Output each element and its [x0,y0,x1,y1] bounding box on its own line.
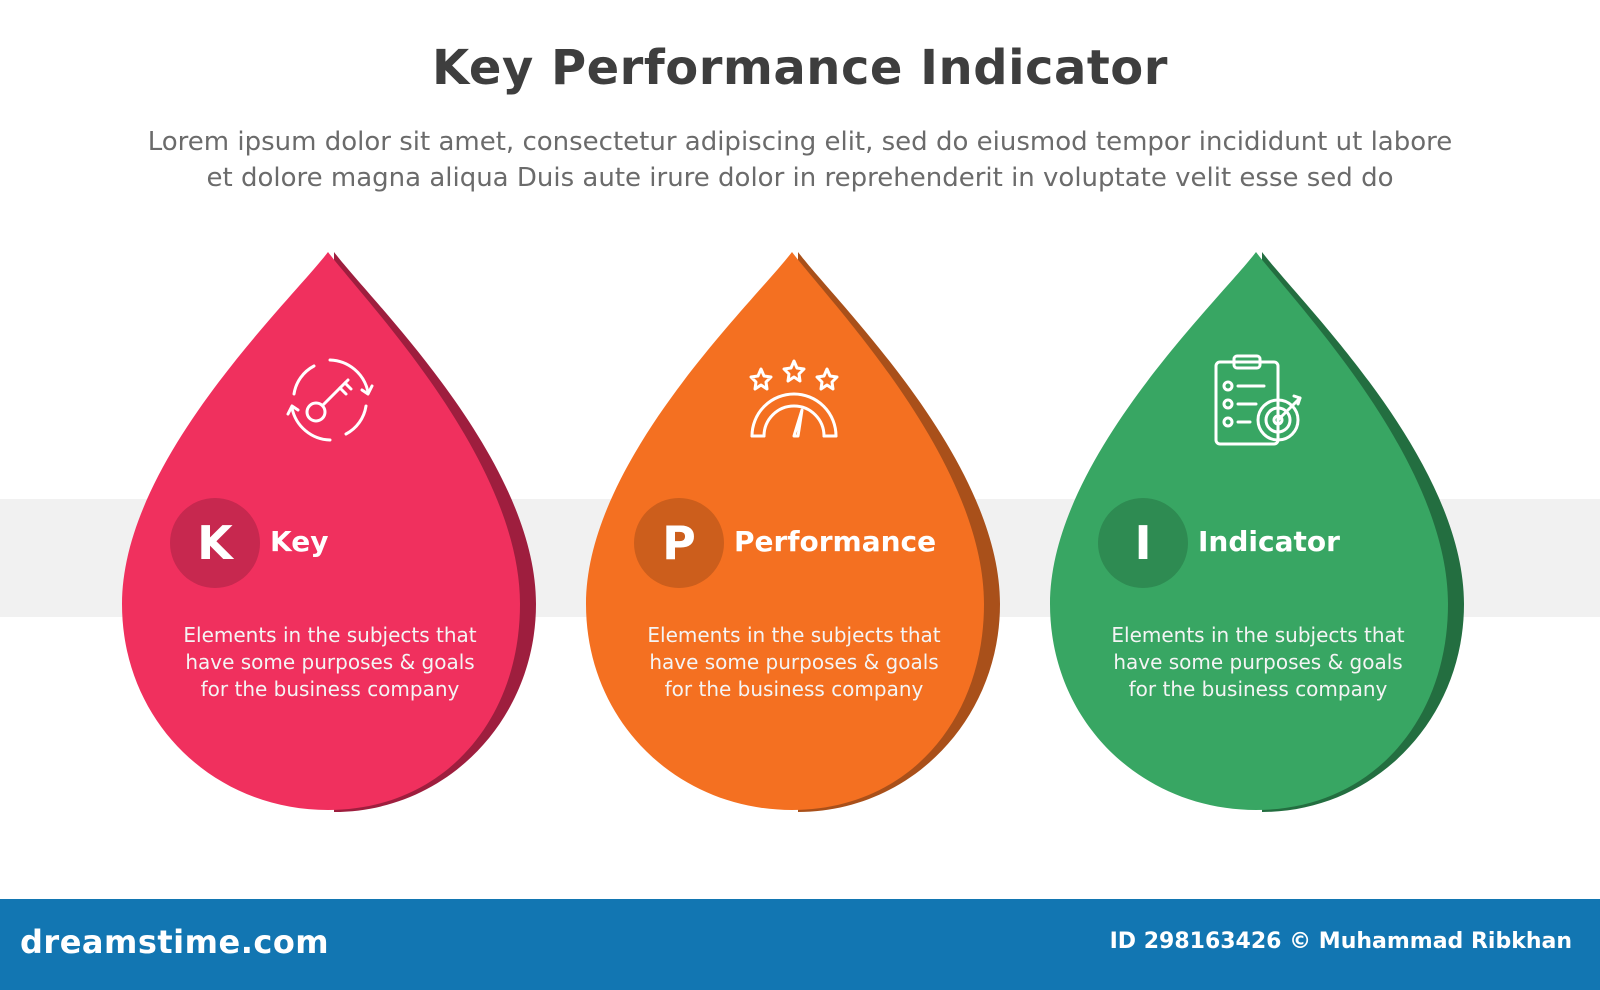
drop-card-performance: P Performance Elements in the subjects t… [584,250,1004,830]
footer-bar: dreamstime.com ID 298163426 © Muhammad R… [0,899,1600,990]
subtitle-line-1: Lorem ipsum dolor sit amet, consectetur … [147,127,1453,157]
drop-card-indicator: I Indicator Elements in the subjects tha… [1048,250,1468,830]
desc-line: have some purposes & goals [185,650,475,674]
item-description: Elements in the subjects that have some … [1088,622,1428,703]
desc-line: have some purposes & goals [649,650,939,674]
item-label: Performance [734,525,937,558]
desc-line: for the business company [664,677,924,701]
desc-line: have some purposes & goals [1113,650,1403,674]
key-cycle-icon [286,358,374,442]
image-credit: ID 298163426 © Muhammad Ribkhan [1109,929,1572,954]
kpi-drops: K Key Elements in the subjects that have… [120,250,1468,830]
desc-line: for the business company [200,677,460,701]
clipboard-target-icon [1214,354,1302,446]
letter-badge: P [634,498,724,588]
brand-logo[interactable]: dreamstime.com [20,923,330,961]
desc-line: Elements in the subjects that [1111,623,1405,647]
drop-shape [1050,252,1464,812]
drop-shape [586,252,1000,812]
item-description: Elements in the subjects that have some … [624,622,964,703]
drop-body [1050,252,1448,810]
subtitle-line-2: et dolore magna aliqua Duis aute irure d… [206,163,1394,193]
item-description: Elements in the subjects that have some … [160,622,500,703]
letter-badge: K [170,498,260,588]
rating-gauge-icon [749,359,839,438]
desc-line: for the business company [1128,677,1388,701]
item-label: Key [270,525,329,558]
drop-body [586,252,984,810]
desc-line: Elements in the subjects that [183,623,477,647]
letter-badge: I [1098,498,1188,588]
item-label: Indicator [1198,525,1340,558]
drop-body [122,252,520,810]
drop-shape [122,252,536,812]
desc-line: Elements in the subjects that [647,623,941,647]
page-subtitle: Lorem ipsum dolor sit amet, consectetur … [60,124,1540,196]
page-title: Key Performance Indicator [432,40,1168,96]
drop-card-key: K Key Elements in the subjects that have… [120,250,540,830]
